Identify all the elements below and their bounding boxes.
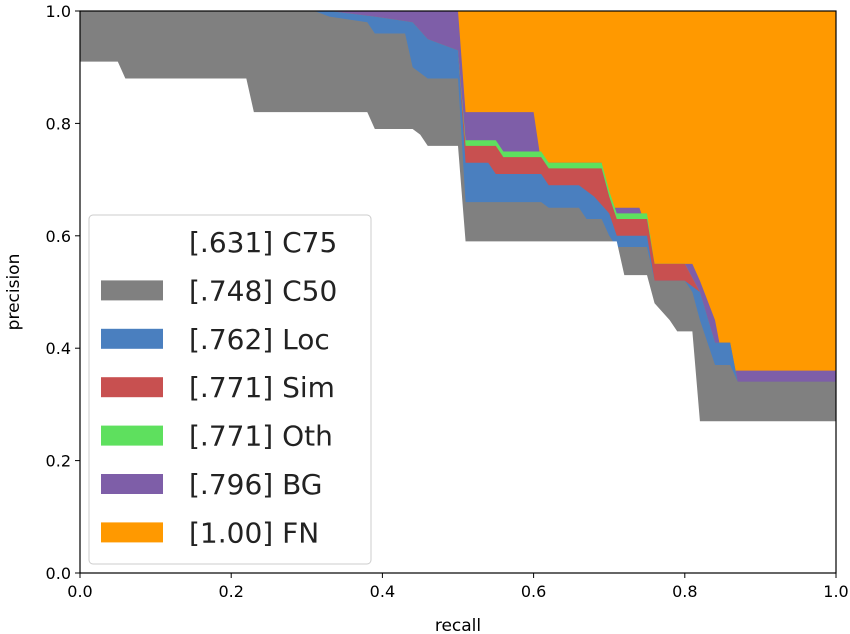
legend-label-oth: [.771] Oth [189, 420, 333, 453]
legend-label-fn: [1.00] FN [189, 516, 319, 549]
y-axis-label: precision [4, 254, 24, 331]
y-tick-label: 1.0 [46, 2, 71, 21]
x-tick-label: 0.6 [521, 582, 546, 601]
legend-swatch-c75 [101, 232, 163, 252]
y-tick-label: 0.0 [46, 564, 71, 583]
y-tick-label: 0.8 [46, 114, 71, 133]
x-tick-label: 1.0 [823, 582, 848, 601]
legend-label-sim: [.771] Sim [189, 371, 335, 404]
legend-label-loc: [.762] Loc [189, 323, 330, 356]
y-tick-label: 0.4 [46, 339, 71, 358]
legend: [.631] C75 [.748] C50 [.762] Loc [.771] Sim… [88, 214, 372, 565]
plot-frame [79, 10, 837, 574]
y-tick-label: 0.2 [46, 452, 71, 471]
x-tick-label: 0.0 [67, 582, 92, 601]
y-tick-label: 0.6 [46, 227, 71, 246]
legend-label-c75: [.631] C75 [189, 226, 337, 259]
x-axis-label: recall [435, 616, 481, 634]
legend-label-c50: [.748] C50 [189, 274, 337, 307]
legend-swatch-sim [101, 377, 163, 398]
x-tick-label: 0.4 [370, 582, 395, 601]
legend-swatch-fn [101, 522, 163, 543]
x-tick-label: 0.2 [218, 582, 243, 601]
x-tick-label: 0.8 [672, 582, 697, 601]
y-axis-ticks: 0.0 0.2 0.4 0.6 0.8 1.0 [46, 2, 80, 583]
legend-swatch-bg [101, 474, 163, 494]
legend-label-bg: [.796] BG [189, 468, 323, 501]
x-axis-ticks: 0.0 0.2 0.4 0.6 0.8 1.0 [67, 573, 849, 601]
legend-swatch-oth [101, 425, 163, 446]
legend-swatch-loc [101, 328, 163, 349]
legend-swatch-c50 [101, 280, 163, 301]
